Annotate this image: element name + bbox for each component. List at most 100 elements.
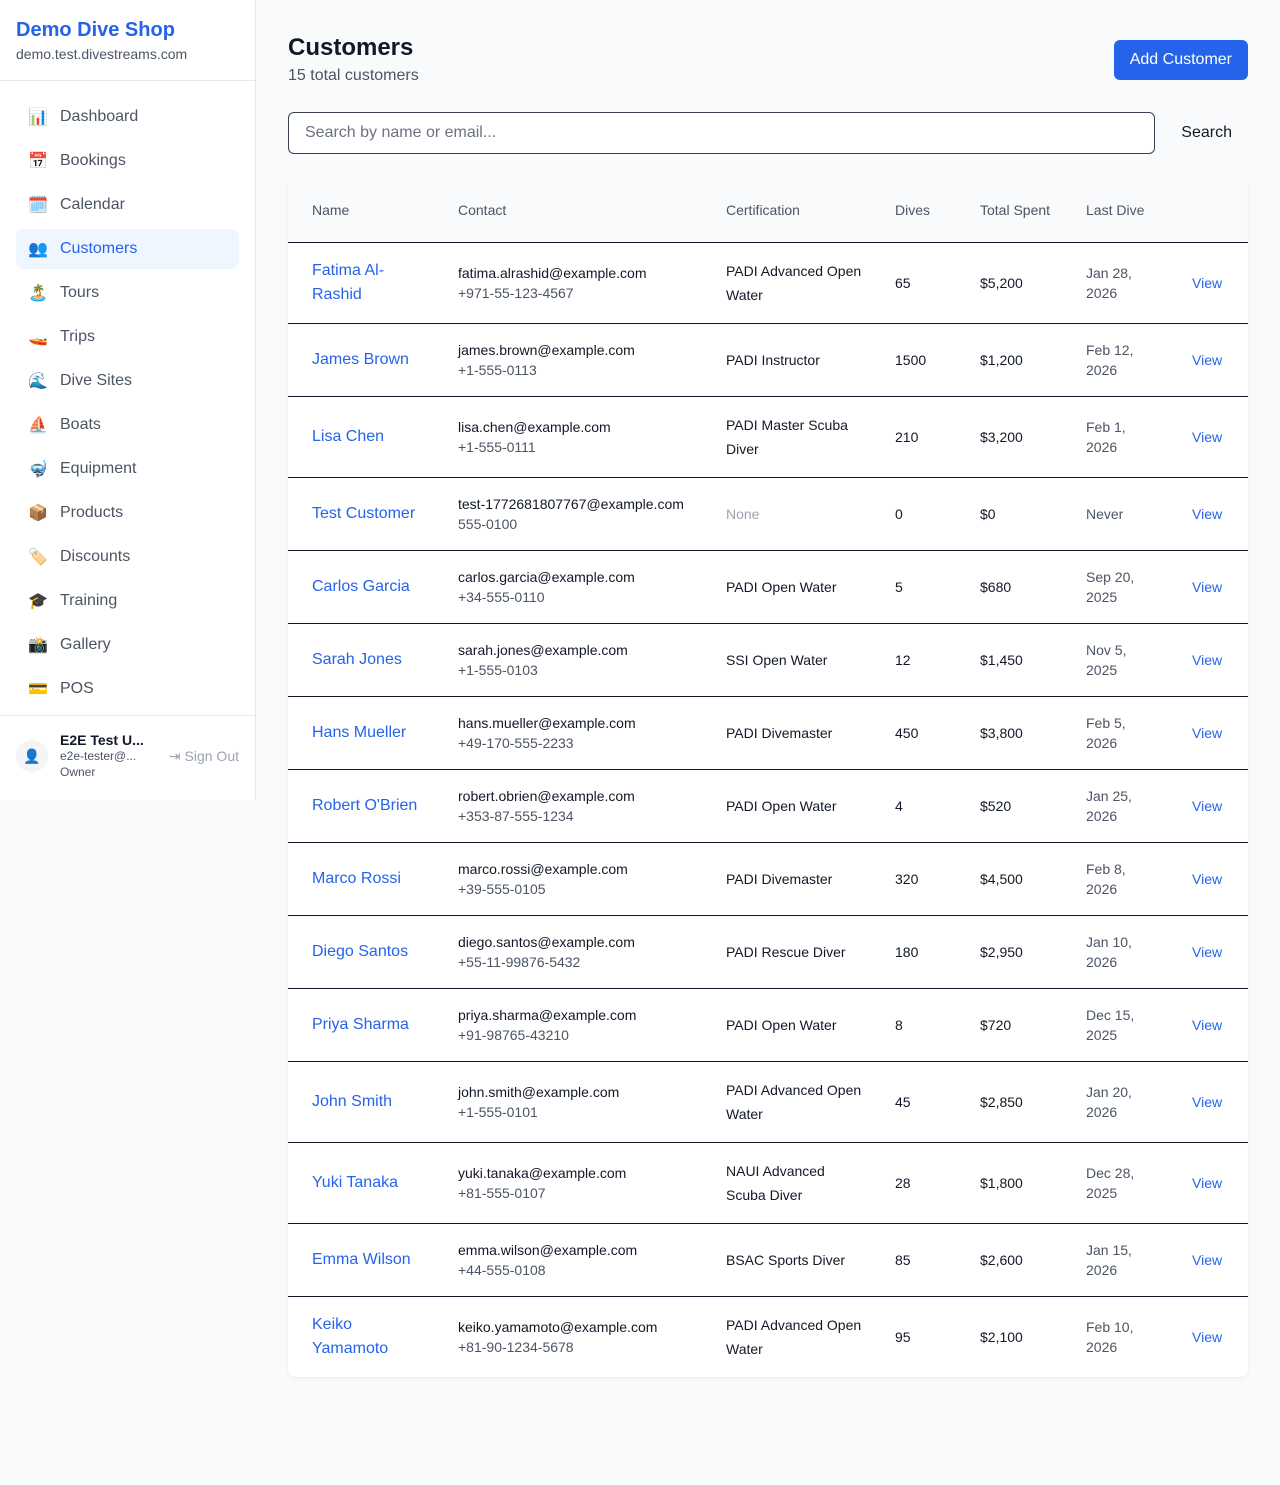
sidebar-item-pos[interactable]: 💳 POS [16,669,239,709]
customer-name-link[interactable]: Lisa Chen [312,427,385,445]
sidebar-item-boats[interactable]: ⛵ Boats [16,405,239,445]
user-panel: 👤 E2E Test U... e2e-tester@... Owner ⇥ S… [0,715,255,796]
view-link[interactable]: View [1192,724,1223,741]
dives-count: 45 [879,1061,964,1143]
sidebar-item-dive-sites[interactable]: 🌊 Dive Sites [16,361,239,401]
sidebar-item-gallery[interactable]: 📸 Gallery [16,625,239,665]
total-spent: $520 [964,769,1070,843]
customer-email: hans.mueller@example.com [458,714,636,731]
total-spent: $0 [964,477,1070,551]
total-spent: $720 [964,988,1070,1062]
add-customer-button[interactable]: Add Customer [1113,40,1248,80]
search-button[interactable]: Search [1181,124,1232,141]
sidebar-item-training[interactable]: 🎓 Training [16,581,239,621]
view-link[interactable]: View [1192,870,1223,887]
dives-count: 8 [879,988,964,1062]
last-dive: Jan 10, 2026 [1070,915,1176,989]
customer-name-link[interactable]: Hans Mueller [312,723,407,741]
customer-count: 15 total customers [288,67,419,84]
view-link[interactable]: View [1192,1016,1223,1033]
column-header: Dives [879,178,964,243]
sidebar-item-equipment[interactable]: 🤿 Equipment [16,449,239,489]
customer-email: keiko.yamamoto@example.com [458,1318,658,1335]
certification: PADI Open Water [710,769,879,843]
customer-name-link[interactable]: Test Customer [312,504,416,522]
last-dive: Jan 20, 2026 [1070,1061,1176,1143]
user-email: e2e-tester@... [60,749,137,763]
view-link[interactable]: View [1192,578,1223,595]
dives-count: 12 [879,623,964,697]
view-link[interactable]: View [1192,1251,1223,1268]
customer-name-link[interactable]: Yuki Tanaka [312,1173,398,1191]
sidebar-item-dashboard[interactable]: 📊 Dashboard [16,97,239,137]
shop-name[interactable]: Demo Dive Shop [16,19,175,41]
view-link[interactable]: View [1192,505,1223,522]
customer-email: james.brown@example.com [458,341,635,358]
view-link[interactable]: View [1192,428,1223,445]
customer-name-link[interactable]: Priya Sharma [312,1015,409,1033]
customer-name-link[interactable]: Diego Santos [312,942,409,960]
customer-name-link[interactable]: John Smith [312,1092,393,1110]
total-spent: $2,600 [964,1223,1070,1297]
user-name: E2E Test U... [60,732,144,748]
user-role: Owner [60,765,96,779]
sidebar-item-label: Training [60,592,118,609]
sidebar-item-trips[interactable]: 🚤 Trips [16,317,239,357]
certification: PADI Master Scuba Diver [710,396,879,478]
customer-name-link[interactable]: Keiko Yamamoto [312,1315,389,1357]
sidebar-item-tours[interactable]: 🏝️ Tours [16,273,239,313]
sidebar-item-label: Calendar [60,196,125,213]
customer-email: carlos.garcia@example.com [458,568,635,585]
table-row: Fatima Al-Rashid fatima.alrashid@example… [288,242,1248,324]
customer-name-link[interactable]: Carlos Garcia [312,577,410,595]
customer-name-link[interactable]: Marco Rossi [312,869,401,887]
equipment-icon: 🤿 [28,461,48,478]
search-input[interactable] [288,112,1155,154]
certification: PADI Open Water [710,988,879,1062]
last-dive: Jan 28, 2026 [1070,242,1176,324]
last-dive: Feb 1, 2026 [1070,396,1176,478]
certification: SSI Open Water [710,623,879,697]
dives-count: 180 [879,915,964,989]
trips-icon: 🚤 [28,329,48,346]
view-link[interactable]: View [1192,274,1223,291]
total-spent: $1,200 [964,323,1070,397]
customer-name-link[interactable]: Fatima Al-Rashid [312,261,385,303]
view-link[interactable]: View [1192,943,1223,960]
dives-count: 95 [895,1328,911,1345]
certification: PADI Advanced Open Water [726,1316,862,1357]
customer-name-link[interactable]: James Brown [312,350,409,368]
sidebar-item-label: Discounts [60,548,131,565]
total-spent: $3,200 [964,396,1070,478]
customer-name-link[interactable]: Emma Wilson [312,1250,411,1268]
last-dive: Feb 8, 2026 [1070,842,1176,916]
sidebar-item-bookings[interactable]: 📅 Bookings [16,141,239,181]
last-dive: Nov 5, 2025 [1070,623,1176,697]
customer-phone: +971-55-123-4567 [458,284,574,301]
last-dive: Feb 5, 2026 [1070,696,1176,770]
column-header: Contact [442,178,710,243]
view-link[interactable]: View [1192,351,1223,368]
view-link[interactable]: View [1192,1093,1223,1110]
customer-phone: +1-555-0103 [458,661,538,678]
sign-out-label: Sign Out [184,747,239,764]
sidebar-item-discounts[interactable]: 🏷️ Discounts [16,537,239,577]
view-link[interactable]: View [1192,1328,1223,1345]
view-link[interactable]: View [1192,797,1223,814]
customer-name-link[interactable]: Robert O'Brien [312,796,418,814]
customer-name-link[interactable]: Sarah Jones [312,650,402,668]
view-link[interactable]: View [1192,651,1223,668]
view-link[interactable]: View [1192,1174,1223,1191]
customer-email: lisa.chen@example.com [458,418,611,435]
sign-out-button[interactable]: ⇥ Sign Out [169,748,239,765]
table-row: Hans Mueller hans.mueller@example.com +49… [288,696,1248,770]
sidebar-item-calendar[interactable]: 🗓️ Calendar [16,185,239,225]
sidebar-item-label: Customers [60,240,138,257]
customer-phone: +1-555-0111 [458,438,536,455]
calendar-icon: 🗓️ [28,197,48,214]
dives-count: 450 [879,696,964,770]
customer-phone: 555-0100 [458,515,518,532]
customer-phone: +1-555-0113 [458,361,537,378]
sidebar-item-customers[interactable]: 👥 Customers [16,229,239,269]
sidebar-item-products[interactable]: 📦 Products [16,493,239,533]
